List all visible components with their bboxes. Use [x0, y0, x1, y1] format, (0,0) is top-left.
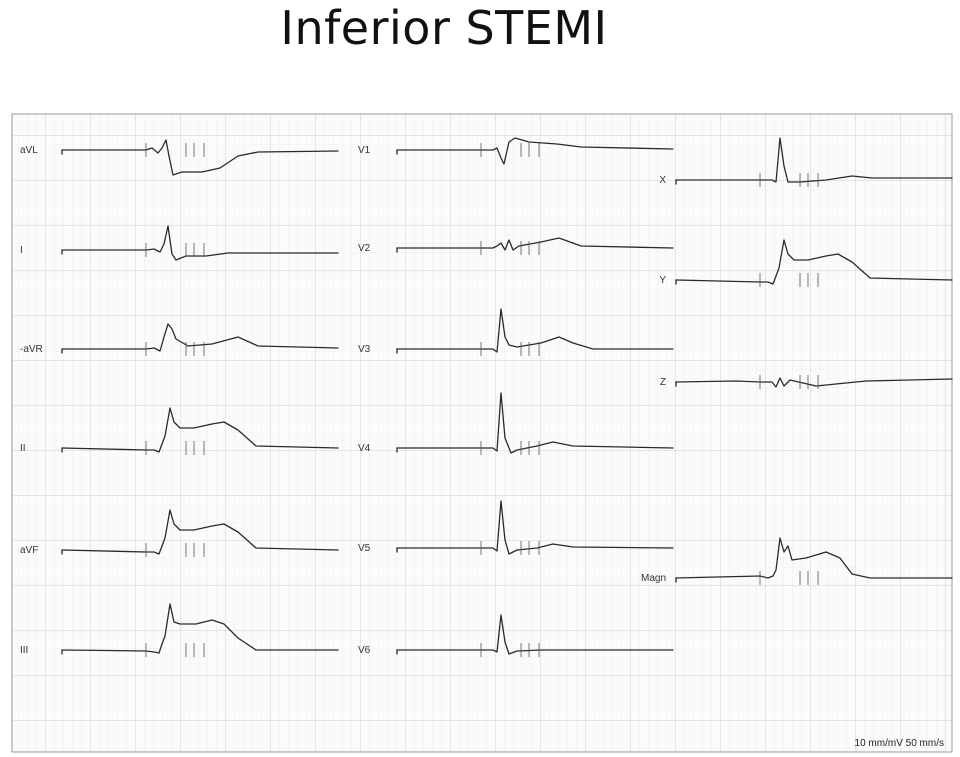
lead-label: aVL — [20, 145, 38, 156]
lead-i: I — [20, 225, 339, 261]
lead-label: Magn — [641, 573, 666, 584]
lead-v1: V1 — [358, 137, 674, 165]
lead-label: V2 — [358, 243, 371, 254]
lead-label: V4 — [358, 443, 371, 454]
lead-x: X — [659, 137, 953, 187]
lead-v6: V6 — [358, 614, 674, 657]
waveform — [675, 537, 953, 579]
waveform — [675, 239, 953, 285]
lead-label: II — [20, 443, 26, 454]
lead-ii: II — [20, 407, 339, 455]
lead-v2: V2 — [358, 237, 674, 255]
lead-avf: aVF — [20, 509, 339, 557]
waveform — [675, 377, 953, 388]
lead-label: I — [20, 245, 23, 256]
waveform — [396, 392, 674, 454]
waveform — [396, 308, 674, 353]
lead-v3: V3 — [358, 308, 674, 356]
lead-v5: V5 — [358, 500, 674, 555]
scale-label: 10 mm/mV 50 mm/s — [855, 738, 944, 749]
lead-label: -aVR — [20, 344, 43, 355]
lead-label: Z — [660, 377, 666, 388]
lead-avl: aVL — [20, 139, 339, 176]
waveform — [396, 500, 674, 555]
waveform — [61, 407, 339, 453]
lead-iii: III — [20, 603, 339, 657]
lead-v4: V4 — [358, 392, 674, 455]
lead-label: V1 — [358, 145, 371, 156]
waveform — [675, 137, 953, 183]
waveform — [61, 225, 339, 261]
lead-label: V6 — [358, 645, 371, 656]
page-title: Inferior STEMI — [280, 1, 608, 55]
lead-label: aVF — [20, 545, 38, 556]
waveform — [61, 509, 339, 555]
lead-y: Y — [659, 239, 953, 287]
lead-label: X — [659, 175, 666, 186]
lead-label: V3 — [358, 344, 371, 355]
ecg-border — [11, 113, 953, 753]
lead-z: Z — [660, 375, 953, 389]
waveform — [396, 237, 674, 251]
leads-layer: aVL I -aVR II aVF III V1 V2 V3 V4 V5 V6 X Y Z Magn — [20, 137, 953, 657]
ecg-grid — [12, 114, 952, 752]
lead-label: V5 — [358, 543, 371, 554]
lead-label: III — [20, 645, 28, 656]
waveform — [396, 137, 674, 165]
lead-label: Y — [659, 275, 666, 286]
lead-magn: Magn — [641, 537, 953, 585]
waveform — [61, 603, 339, 654]
lead-avr: -aVR — [20, 323, 339, 356]
waveform — [61, 323, 339, 352]
waveform — [61, 139, 339, 176]
